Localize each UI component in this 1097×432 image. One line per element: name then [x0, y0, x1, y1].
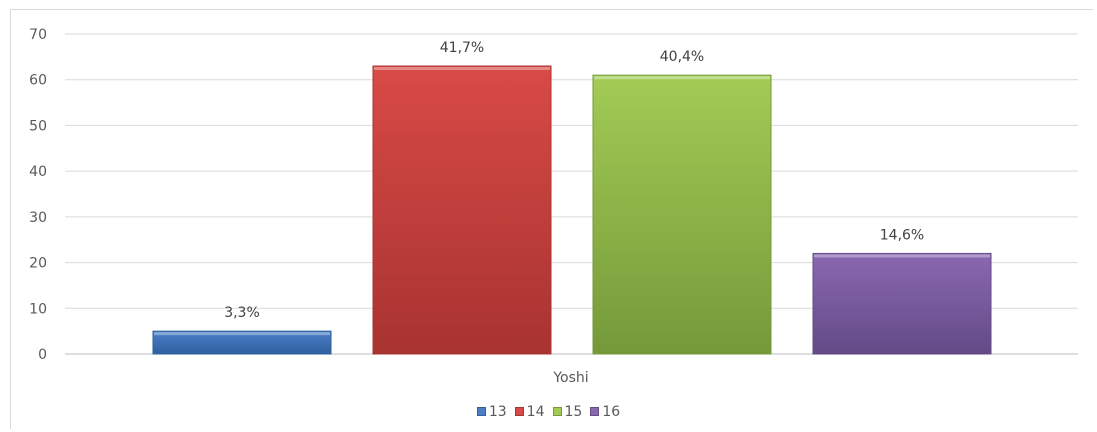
y-tick-label: 30 — [29, 210, 47, 226]
legend-swatch — [590, 407, 600, 416]
legend-label: 15 — [564, 404, 583, 420]
x-axis-label: Yoshi — [552, 370, 588, 386]
y-tick-label: 40 — [29, 164, 47, 180]
bar-highlight — [374, 67, 550, 70]
bar-chart: 0 10 20 30 40 50 60 70 3,3% 41,7% 40,4% 14,6% Yosh… — [29, 27, 1078, 386]
bar-16 — [812, 252, 992, 355]
bar-highlight — [154, 332, 330, 336]
bar-14 — [372, 65, 552, 355]
legend-item-13: 13 — [476, 404, 507, 420]
y-tick-label: 60 — [29, 73, 47, 89]
legend-swatch — [476, 407, 486, 416]
y-tick-label: 0 — [38, 347, 47, 363]
legend: 13 14 15 16 — [0, 404, 1097, 420]
legend-label: 13 — [488, 404, 507, 420]
y-tick-label: 50 — [29, 118, 47, 134]
legend-item-14: 14 — [514, 404, 545, 420]
legend-label: 16 — [602, 404, 621, 420]
bar-highlight — [814, 254, 990, 258]
data-label-16: 14,6% — [880, 227, 924, 243]
data-label-14: 41,7% — [440, 40, 484, 56]
y-tick-label: 70 — [29, 27, 47, 43]
legend-item-16: 16 — [590, 404, 620, 420]
data-label-13: 3,3% — [224, 305, 260, 321]
legend-swatch — [552, 407, 562, 416]
legend-item-15: 15 — [552, 404, 583, 420]
y-tick-label: 20 — [29, 256, 47, 272]
y-tick-label: 10 — [29, 301, 47, 317]
chart-frame — [10, 9, 1093, 429]
data-label-15: 40,4% — [660, 49, 704, 65]
legend-label: 14 — [526, 404, 545, 420]
bar-13 — [152, 330, 332, 355]
legend-swatch — [514, 407, 524, 416]
bar-15 — [592, 74, 772, 355]
bar-highlight — [594, 76, 770, 80]
